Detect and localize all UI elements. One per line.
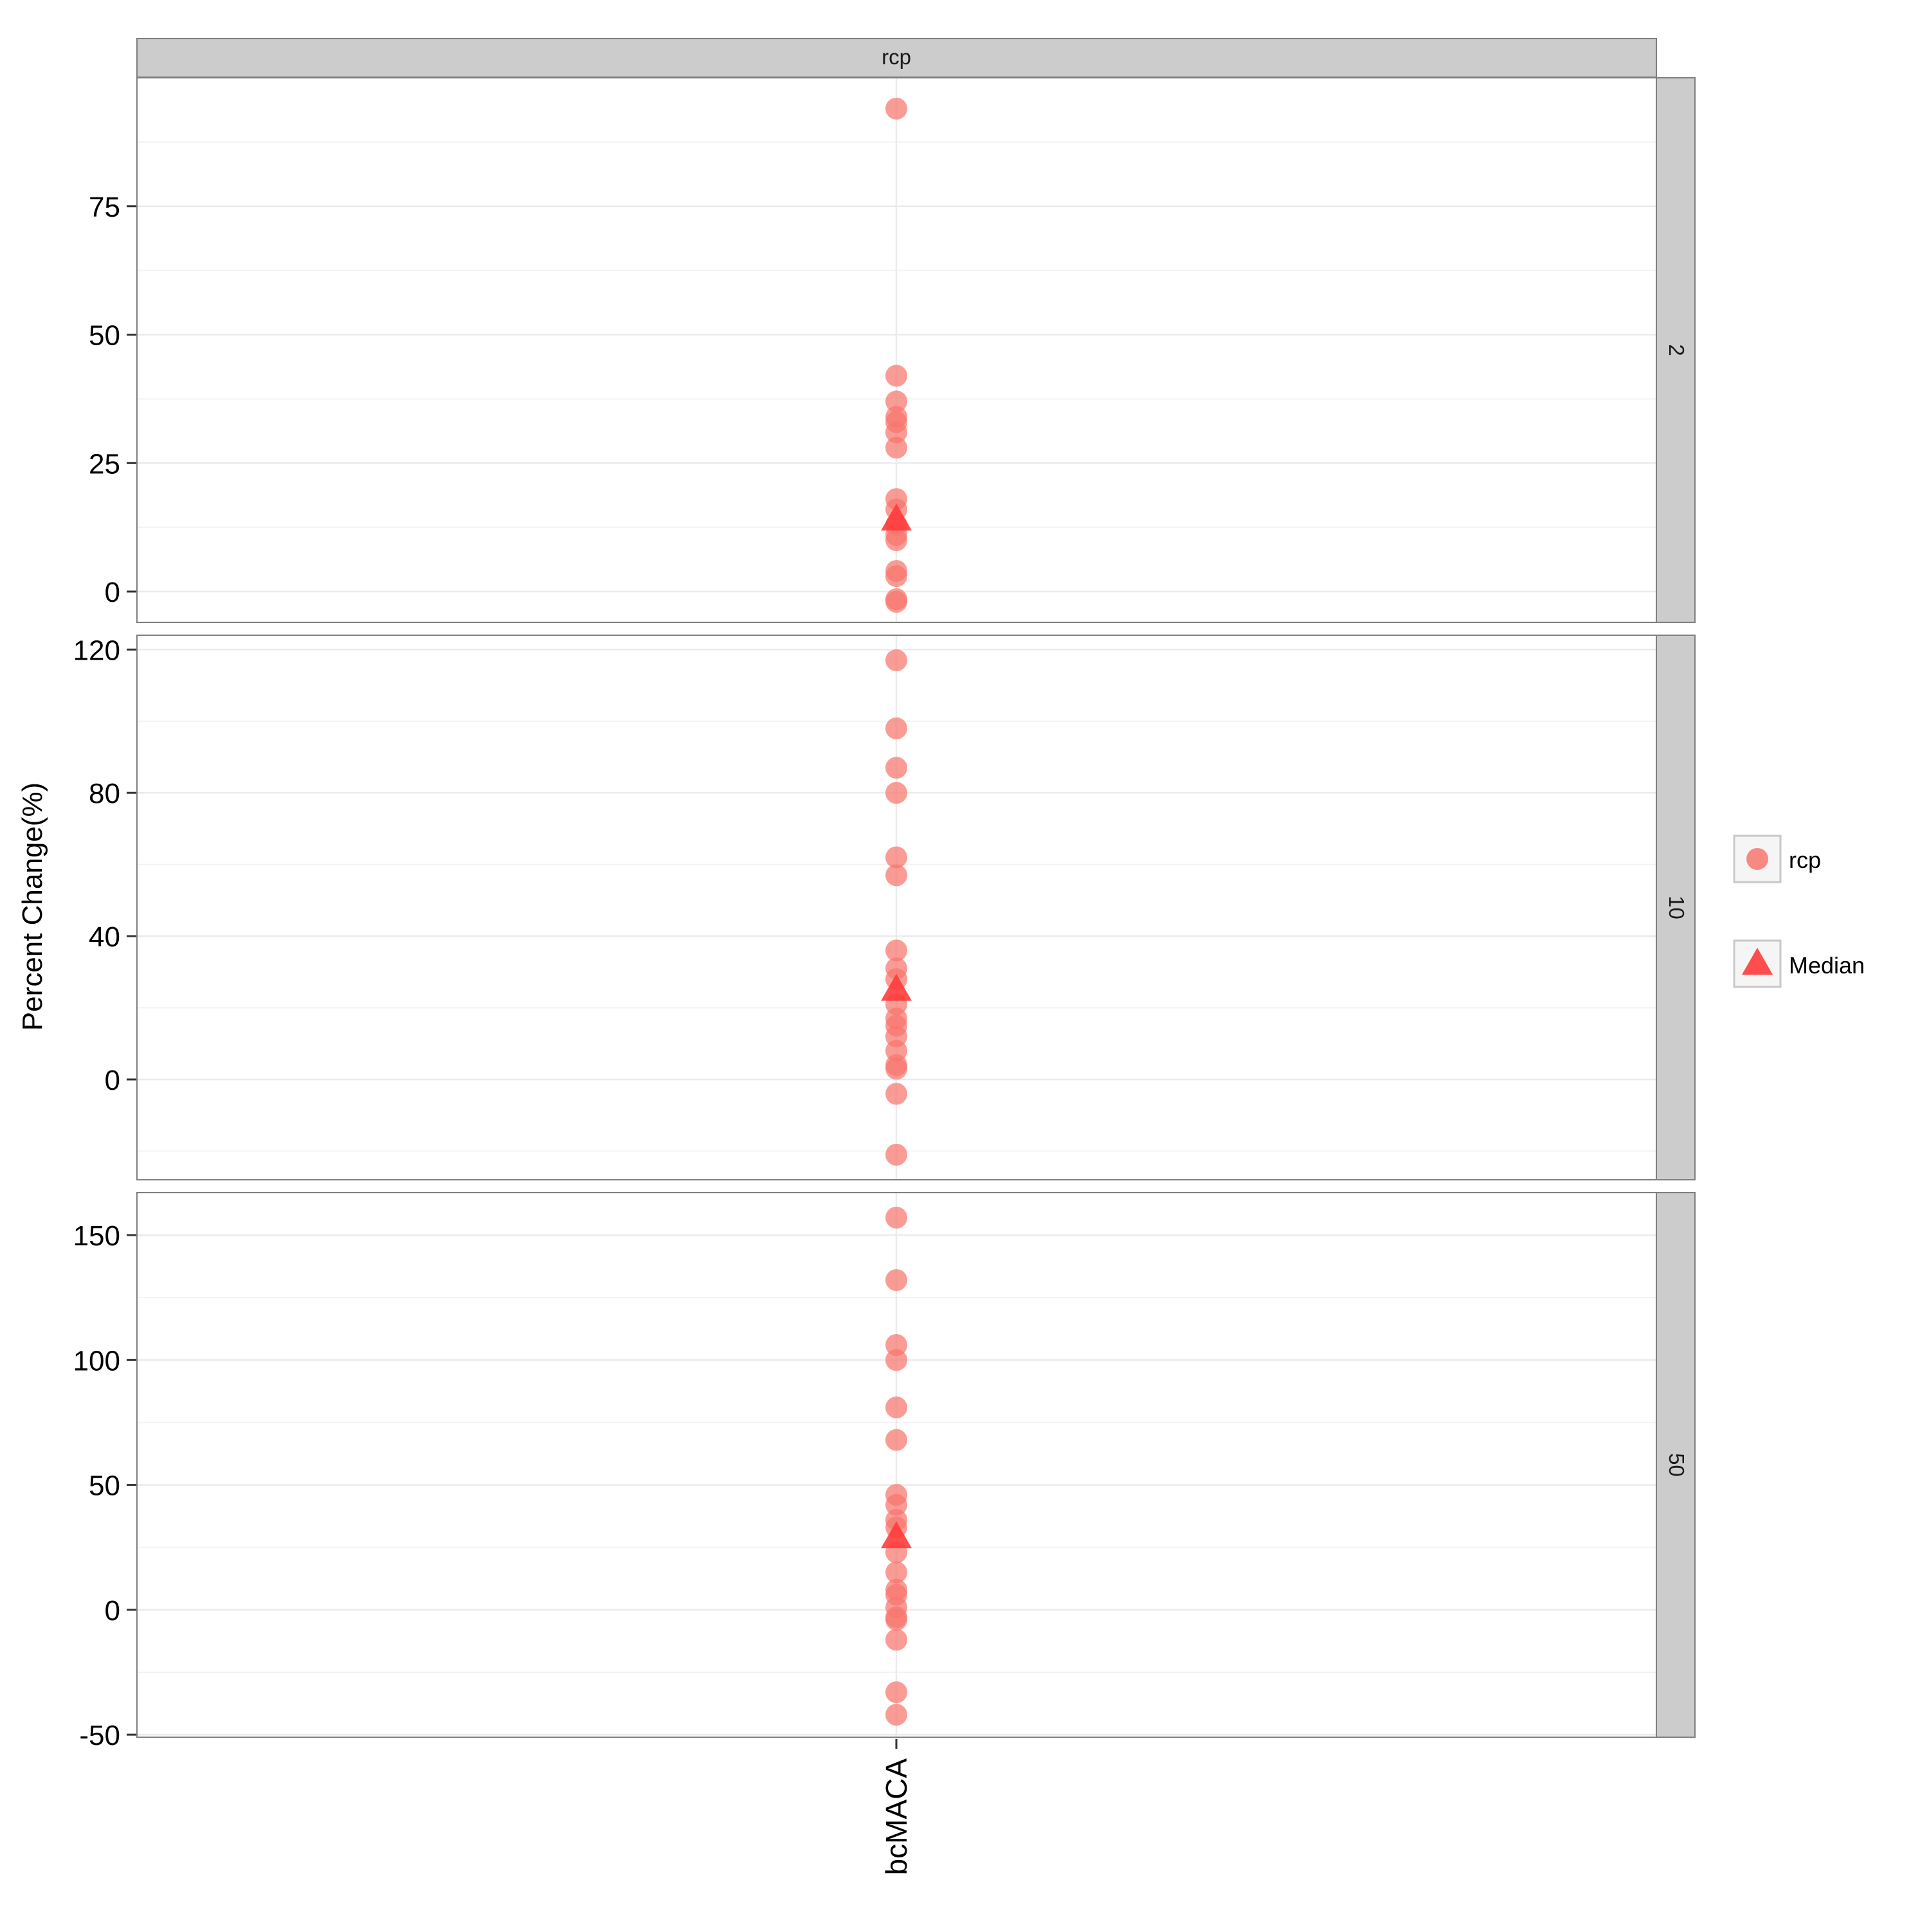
panel-50-y-tick-label: 50 bbox=[89, 1470, 120, 1502]
panel-10-y-tick-label: 120 bbox=[73, 635, 120, 666]
data-point bbox=[885, 1629, 907, 1651]
panel-2-strip bbox=[1656, 77, 1696, 623]
legend: rcp Median bbox=[1733, 835, 1865, 988]
panel-2-y-tick-label: 50 bbox=[89, 320, 120, 352]
panel-10-y-tick-label: 40 bbox=[89, 921, 120, 953]
panel-2-y-tick-label: 25 bbox=[89, 448, 120, 480]
panel-50-y-tick-label: 0 bbox=[105, 1595, 120, 1627]
data-point bbox=[885, 1268, 907, 1291]
data-point bbox=[885, 97, 907, 120]
facet-strip-top-label: rcp bbox=[882, 45, 911, 69]
data-point bbox=[885, 365, 907, 387]
y-axis-title: Percent Change(%) bbox=[17, 782, 48, 1031]
panel-2-strip-label: 2 bbox=[1665, 344, 1689, 356]
legend-label-rcp: rcp bbox=[1789, 847, 1821, 873]
data-point bbox=[885, 1704, 907, 1726]
data-point bbox=[885, 1349, 907, 1371]
data-point bbox=[885, 757, 907, 779]
panel-10-strip-label: 10 bbox=[1665, 896, 1689, 919]
data-point bbox=[885, 1206, 907, 1229]
data-point bbox=[885, 591, 907, 613]
panel-10-y-tick-label: 80 bbox=[89, 778, 120, 809]
data-point bbox=[885, 1429, 907, 1451]
data-point bbox=[885, 782, 907, 804]
data-point bbox=[885, 1143, 907, 1166]
data-point bbox=[885, 390, 907, 413]
data-point bbox=[885, 437, 907, 459]
data-point bbox=[885, 1561, 907, 1584]
x-tick-label-bcmaca: bcMACA bbox=[880, 1758, 913, 1875]
data-point bbox=[885, 1396, 907, 1419]
median-marker bbox=[881, 973, 912, 1001]
panel-50-strip-label: 50 bbox=[1665, 1453, 1689, 1477]
median-marker bbox=[881, 503, 912, 531]
data-point bbox=[885, 529, 907, 552]
data-point bbox=[885, 717, 907, 739]
panels: 0 25 50 75 2 0 40 80 120 10 -50 0 50 100 150 50 bbox=[73, 77, 1696, 1751]
panel-50-y-tick-label: 100 bbox=[73, 1345, 120, 1377]
data-point bbox=[885, 649, 907, 672]
data-point bbox=[885, 565, 907, 588]
panel-10-y-tick-label: 0 bbox=[105, 1065, 120, 1096]
panel-50-y-tick-label: -50 bbox=[79, 1720, 120, 1751]
data-point bbox=[885, 864, 907, 887]
data-point bbox=[885, 846, 907, 869]
data-point bbox=[885, 1058, 907, 1080]
panel-2-y-tick-label: 0 bbox=[105, 577, 120, 608]
panel-10-strip bbox=[1656, 635, 1696, 1180]
legend-median-icon bbox=[1742, 948, 1773, 975]
data-point bbox=[885, 1083, 907, 1105]
data-point bbox=[885, 1681, 907, 1704]
median-marker bbox=[881, 1521, 912, 1549]
data-point bbox=[885, 1334, 907, 1357]
panel-50-strip bbox=[1656, 1192, 1696, 1738]
data-point bbox=[885, 421, 907, 444]
facet-strip-top bbox=[136, 38, 1657, 78]
panel-2-y-tick-label: 75 bbox=[89, 192, 120, 223]
legend-rcp-icon bbox=[1746, 848, 1768, 870]
data-point bbox=[885, 1609, 907, 1631]
data-point bbox=[885, 939, 907, 962]
legend-label-median: Median bbox=[1789, 952, 1865, 979]
data-point bbox=[885, 1494, 907, 1516]
panel-50-y-tick-label: 150 bbox=[73, 1220, 120, 1252]
